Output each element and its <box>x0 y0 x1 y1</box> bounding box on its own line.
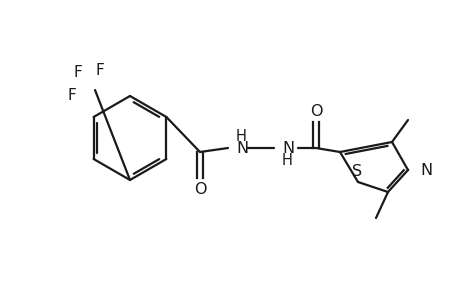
Text: F: F <box>73 64 82 80</box>
Text: N: N <box>235 140 247 155</box>
Text: S: S <box>351 164 361 178</box>
Text: F: F <box>95 62 104 77</box>
Text: N: N <box>419 163 431 178</box>
Text: H: H <box>235 128 246 143</box>
Text: N: N <box>281 140 293 155</box>
Text: F: F <box>67 88 76 103</box>
Text: O: O <box>193 182 206 196</box>
Text: H: H <box>281 152 292 167</box>
Text: O: O <box>309 103 322 118</box>
